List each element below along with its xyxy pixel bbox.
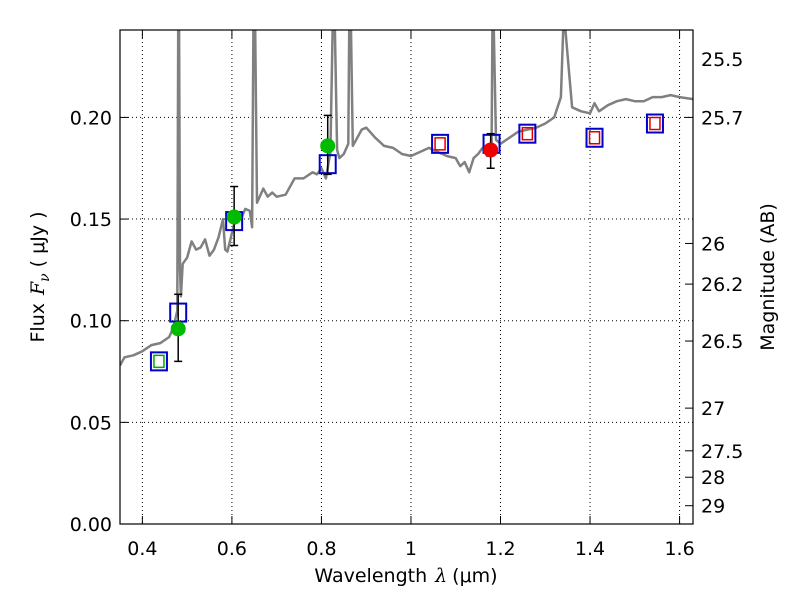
- y-axis-label: FluxFν( μJy ): [27, 211, 53, 342]
- y-tick-label: 0.00: [70, 514, 112, 536]
- magnitude-tick-label: 26: [701, 233, 725, 255]
- magnitude-tick-label: 27: [701, 398, 725, 420]
- axes: 0.4 0.6 0.8 1 1.2 1.4 1.6 0.00 0.05 0.10 0.15 0.20 2…: [70, 30, 743, 560]
- inner-square-marker: [649, 116, 661, 131]
- magnitude-tick-label: 26.5: [701, 331, 743, 353]
- y-tick-label: 0.20: [70, 107, 112, 129]
- magnitude-axis-label: Magnitude (AB): [757, 203, 779, 351]
- x-tick-label: 0.6: [217, 538, 247, 560]
- y-tick-label: 0.05: [70, 412, 112, 434]
- observed-point: [226, 209, 242, 225]
- magnitude-tick-label: 25.7: [701, 107, 743, 129]
- x-tick-label: 1.2: [485, 538, 515, 560]
- x-tick-label: 0.8: [306, 538, 336, 560]
- y-tick-label: 0.15: [70, 209, 112, 231]
- x-tick-label: 0.4: [127, 538, 157, 560]
- model-photometry-square: [585, 127, 604, 148]
- inner-square-marker: [521, 126, 534, 141]
- observed-point: [170, 321, 186, 337]
- model-photometry-square: [645, 113, 664, 134]
- x-axis-label: Wavelength λ (μm): [314, 565, 497, 587]
- grid: [120, 30, 693, 525]
- magnitude-tick-label: 25.5: [701, 49, 743, 71]
- spectrum-line: [120, 30, 693, 367]
- plot-frame: [119, 29, 694, 525]
- magnitude-tick-label: 29: [701, 496, 725, 518]
- x-tick-label: 1.4: [575, 538, 605, 560]
- observed-point: [483, 142, 499, 158]
- magnitude-tick-label: 27.5: [701, 441, 743, 463]
- inner-square-marker: [153, 354, 165, 369]
- x-tick-label: 1: [405, 538, 417, 560]
- magnitude-tick-label: 28: [701, 467, 725, 489]
- observed-point: [320, 138, 336, 154]
- model-photometry-square: [149, 351, 168, 372]
- y-tick-label: 0.10: [70, 311, 112, 333]
- x-tick-label: 1.6: [664, 538, 694, 560]
- magnitude-tick-label: 26.2: [701, 274, 743, 296]
- inner-square-marker: [434, 137, 446, 151]
- plot-area: [120, 30, 693, 372]
- inner-square-marker: [588, 130, 601, 145]
- model-photometry-square: [431, 133, 450, 154]
- model-photometry-square: [518, 123, 537, 144]
